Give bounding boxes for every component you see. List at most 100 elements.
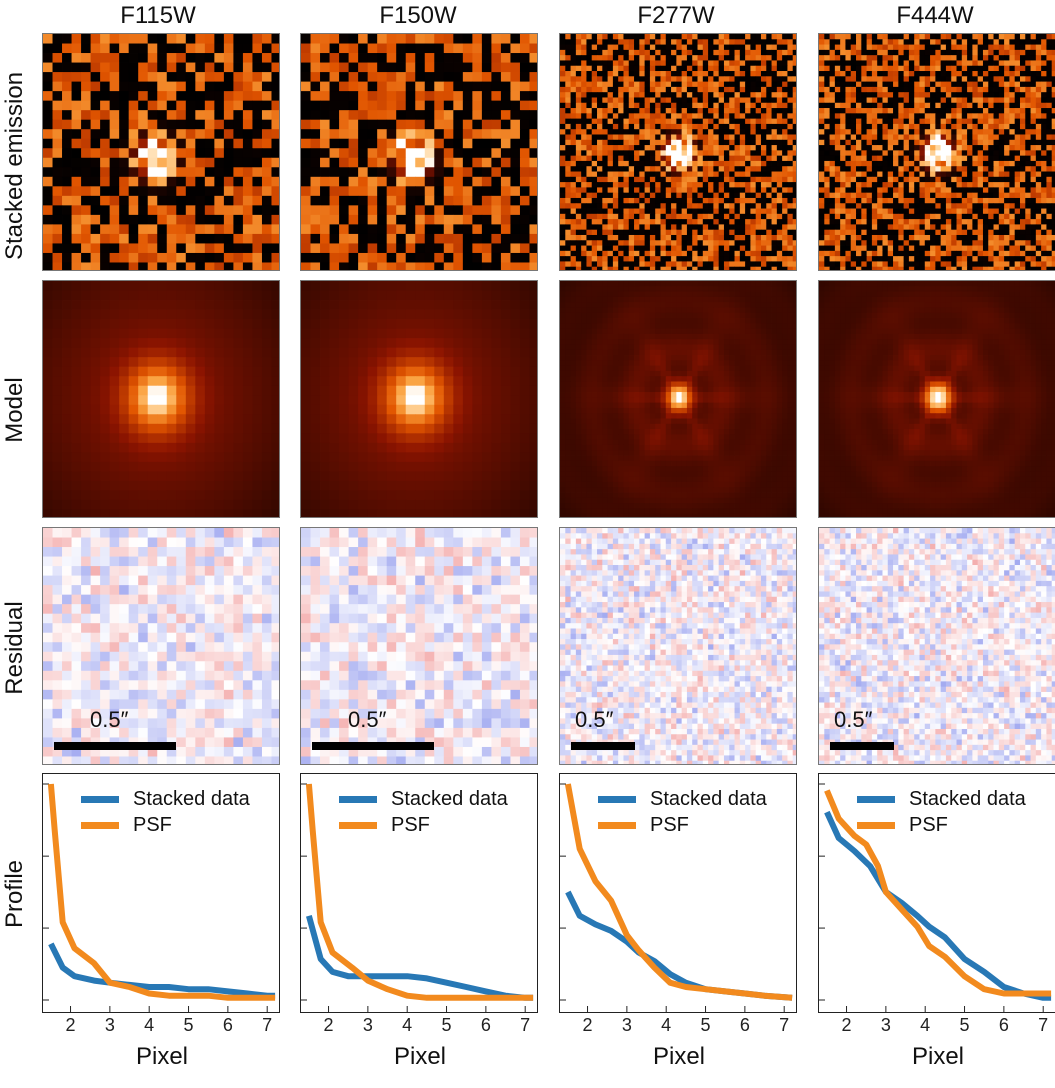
pixel-cell xyxy=(43,110,53,121)
pixel-cell xyxy=(52,53,63,63)
pixel-cell xyxy=(491,148,502,159)
pixel-cell xyxy=(109,290,120,301)
pixel-cell xyxy=(396,376,407,387)
pixel-cell xyxy=(138,718,149,729)
pixel-cell xyxy=(367,585,378,596)
pixel-cell xyxy=(109,623,120,634)
pixel-cell xyxy=(472,566,483,576)
pixel-cell xyxy=(519,91,530,102)
pixel-cell xyxy=(591,134,598,141)
pixel-cell xyxy=(242,214,253,225)
pixel-cell xyxy=(424,338,435,349)
pixel-cell xyxy=(339,243,349,254)
pixel-cell xyxy=(204,167,215,178)
pixel-cell xyxy=(597,55,603,61)
pixel-cell xyxy=(329,509,340,517)
pixel-cell xyxy=(472,129,483,140)
pixel-cell xyxy=(443,718,454,729)
pixel-cell xyxy=(81,385,91,396)
pixel-cell xyxy=(329,176,340,187)
pixel-cell xyxy=(119,81,130,92)
pixel-cell xyxy=(415,566,426,576)
pixel-cell xyxy=(358,537,369,548)
pixel-cell xyxy=(697,55,704,61)
pixel-cell xyxy=(386,680,397,691)
pixel-cell xyxy=(665,145,672,151)
pixel-cell xyxy=(128,585,139,596)
pixel-cell xyxy=(109,537,120,548)
pixel-cell xyxy=(71,53,82,63)
pixel-cell xyxy=(62,290,72,301)
pixel-cell xyxy=(713,129,720,135)
pixel-cell xyxy=(665,55,672,61)
pixel-cell xyxy=(424,195,435,206)
pixel-cell xyxy=(261,632,272,643)
pixel-cell xyxy=(367,699,378,710)
pixel-cell xyxy=(52,43,63,54)
pixel-cell xyxy=(405,119,416,130)
pixel-cell xyxy=(755,171,762,178)
pixel-cell xyxy=(367,395,378,406)
pixel-cell xyxy=(119,433,130,444)
pixel-cell xyxy=(692,76,698,82)
pixel-cell xyxy=(472,205,483,216)
pixel-cell xyxy=(405,376,416,387)
pixel-cell xyxy=(718,92,725,98)
pixel-cell xyxy=(147,357,158,368)
pixel-cell xyxy=(766,171,772,178)
pixel-cell xyxy=(242,461,253,472)
pixel-cell xyxy=(529,661,537,672)
pixel-cell xyxy=(119,148,130,159)
pixel-cell xyxy=(697,108,704,114)
pixel-cell xyxy=(510,385,521,396)
pixel-cell xyxy=(782,60,788,67)
pixel-cell xyxy=(424,442,435,453)
pixel-cell xyxy=(718,134,725,141)
pixel-cell xyxy=(491,499,502,510)
pixel-cell xyxy=(214,43,225,54)
pixel-cell xyxy=(214,176,225,187)
pixel-cell xyxy=(405,176,416,187)
pixel-cell xyxy=(176,528,187,538)
pixel-cell xyxy=(697,155,704,162)
pixel-cell xyxy=(462,547,473,557)
pixel-cell xyxy=(481,547,492,557)
pixel-cell xyxy=(252,661,263,672)
pixel-cell xyxy=(424,205,435,216)
pixel-cell xyxy=(424,243,435,254)
pixel-cell xyxy=(261,499,272,510)
pixel-cell xyxy=(671,145,677,151)
pixel-cell xyxy=(214,613,225,624)
pixel-cell xyxy=(472,680,483,691)
pixel-cell xyxy=(71,433,82,444)
pixel-cell xyxy=(529,110,537,121)
pixel-cell xyxy=(271,642,279,653)
pixel-cell xyxy=(204,632,215,643)
pixel-cell xyxy=(405,214,416,225)
pixel-cell xyxy=(339,167,349,178)
pixel-cell xyxy=(233,328,244,339)
pixel-cell xyxy=(71,509,82,517)
pixel-cell xyxy=(602,34,608,40)
pixel-cell xyxy=(176,72,187,82)
pixel-cell xyxy=(443,727,454,738)
pixel-cell xyxy=(472,480,483,491)
pixel-cell xyxy=(415,490,426,501)
pixel-cell xyxy=(462,34,473,44)
pixel-cell xyxy=(607,49,614,56)
pixel-cell xyxy=(367,243,378,254)
pixel-cell xyxy=(708,171,714,178)
pixel-cell xyxy=(723,155,730,162)
pixel-cell xyxy=(301,233,311,244)
pixel-cell xyxy=(718,76,725,82)
pixel-cell xyxy=(214,746,225,757)
pixel-cell xyxy=(776,76,783,82)
pixel-cell xyxy=(565,102,571,109)
pixel-cell xyxy=(176,746,187,757)
pixel-cell xyxy=(697,92,704,98)
pixel-cell xyxy=(692,150,698,157)
pixel-cell xyxy=(261,414,272,425)
pixel-cell xyxy=(252,756,263,764)
pixel-cell xyxy=(128,537,139,548)
pixel-cell xyxy=(481,395,492,406)
